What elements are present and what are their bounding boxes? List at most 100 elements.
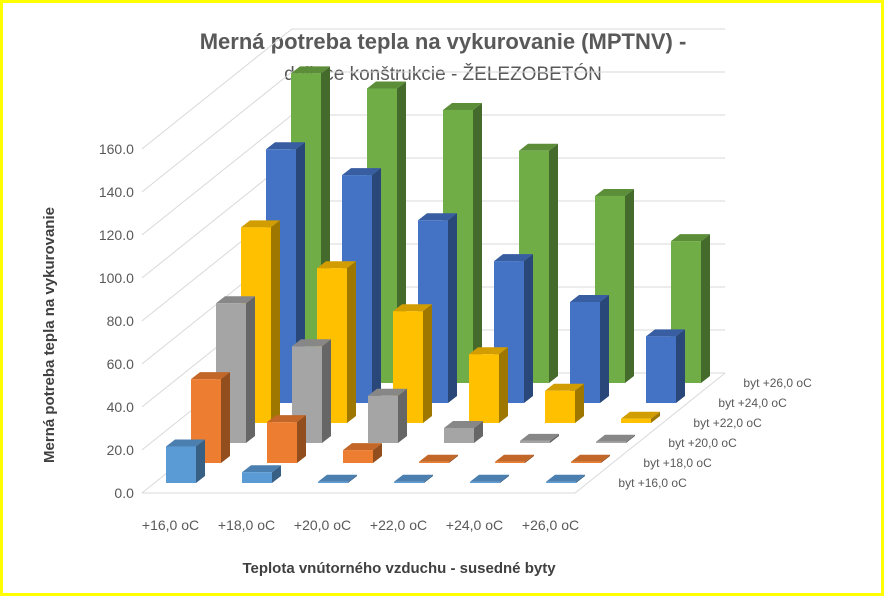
bar-top (595, 188, 634, 196)
bar-top (545, 383, 584, 391)
bar (469, 347, 508, 423)
bar-side (600, 294, 609, 403)
bar-top (570, 294, 609, 302)
bar-front (571, 461, 601, 463)
bar-front (646, 336, 676, 403)
bar-top (318, 474, 357, 482)
bar (166, 439, 205, 483)
bar-top (394, 474, 433, 482)
bar-front (596, 441, 626, 443)
bar-side (449, 454, 458, 463)
chart-canvas: Merná potreba tepla na vykurovanie (MPTN… (41, 28, 812, 577)
bar-side (272, 465, 281, 483)
x-tick-label: +26,0 oC (522, 517, 579, 533)
bar-front (343, 450, 373, 463)
bar-side (423, 304, 432, 423)
bar (545, 383, 584, 423)
bar-side (499, 347, 508, 423)
bar-top (418, 213, 457, 221)
bar-side (372, 168, 381, 403)
bar (318, 474, 357, 483)
bar-front (444, 427, 474, 443)
bar-front (520, 440, 550, 443)
bar-top (166, 439, 205, 447)
bar-top (343, 443, 382, 451)
bar-side (701, 234, 710, 383)
series-label: byt +16,0 oC (618, 476, 687, 490)
bar-top (342, 168, 381, 176)
gridline (141, 28, 726, 150)
bar-side (322, 339, 331, 443)
y-tick-label: 40.0 (107, 399, 134, 415)
bar-side (626, 434, 635, 443)
bar-side (424, 474, 433, 483)
bar-top (368, 388, 407, 396)
bar-side (575, 383, 584, 423)
bar-front (394, 481, 424, 483)
bar (571, 454, 610, 463)
bar-top (621, 411, 660, 419)
bar-front (368, 395, 398, 443)
bar-front (166, 446, 196, 483)
series-label: byt +22,0 oC (693, 416, 762, 430)
bar (419, 454, 458, 463)
bar-side (601, 454, 610, 463)
bar-top (216, 296, 255, 304)
bar-side (196, 439, 205, 483)
bar-top (470, 474, 509, 482)
bar-side (550, 433, 559, 443)
bar-top (367, 81, 406, 89)
bar (292, 339, 331, 443)
y-tick-label: 100.0 (99, 270, 134, 286)
gridline (141, 71, 726, 193)
bar (621, 411, 660, 423)
bar-side (271, 220, 280, 423)
bar-front (318, 481, 348, 483)
x-tick-label: +16,0 oC (142, 517, 199, 533)
bar (343, 443, 382, 463)
bar (368, 388, 407, 443)
y-tick-label: 140.0 (99, 184, 134, 200)
bar-top (267, 415, 306, 423)
bar-top (546, 474, 585, 482)
bar-top (571, 454, 610, 462)
bar-side (625, 188, 634, 383)
bar-side (246, 296, 255, 443)
y-tick-label: 80.0 (107, 313, 134, 329)
y-axis-ticks: 0.0 20.0 40.0 60.0 80.0 100.0 120.0 140.0 160.0 (99, 141, 134, 501)
bar (242, 465, 281, 483)
x-tick-label: +18,0 oC (218, 517, 275, 533)
bar-top (495, 454, 534, 462)
series-axis-labels: byt +26,0 oC byt +24,0 oC byt +22,0 oC byt … (618, 376, 812, 490)
bar-top (191, 372, 230, 380)
bar-top (317, 261, 356, 269)
bar-top (519, 143, 558, 151)
series-label: byt +24,0 oC (718, 396, 787, 410)
bar-front (419, 461, 449, 463)
bar-top (671, 234, 710, 242)
bar-side (500, 474, 509, 483)
floor-edge (141, 372, 726, 494)
bar (520, 433, 559, 443)
bar-front (546, 481, 576, 483)
chart-title: Merná potreba tepla na vykurovanie (MPTN… (200, 29, 687, 54)
bar-side (297, 415, 306, 463)
x-axis-ticks: +16,0 oC +18,0 oC +20,0 oC +22,0 oC +24,0 oC… (142, 517, 579, 533)
bar-top (291, 66, 330, 74)
bar-side (524, 254, 533, 403)
bar-top (393, 304, 432, 312)
bar (267, 415, 306, 463)
bar (646, 329, 685, 403)
bar-top (443, 102, 482, 110)
chart-subtitle: deliace konštrukcie - ŽELEZOBETÓN (284, 63, 602, 85)
y-tick-label: 120.0 (99, 227, 134, 243)
bar-top (469, 347, 508, 355)
series-label: byt +18,0 oC (643, 456, 712, 470)
bar-side (525, 454, 534, 463)
bar-top (292, 339, 331, 347)
bar-side (448, 213, 457, 403)
series-label: byt +20,0 oC (668, 436, 737, 450)
bar-top (266, 142, 305, 150)
bars (166, 66, 710, 483)
bar-side (576, 474, 585, 483)
